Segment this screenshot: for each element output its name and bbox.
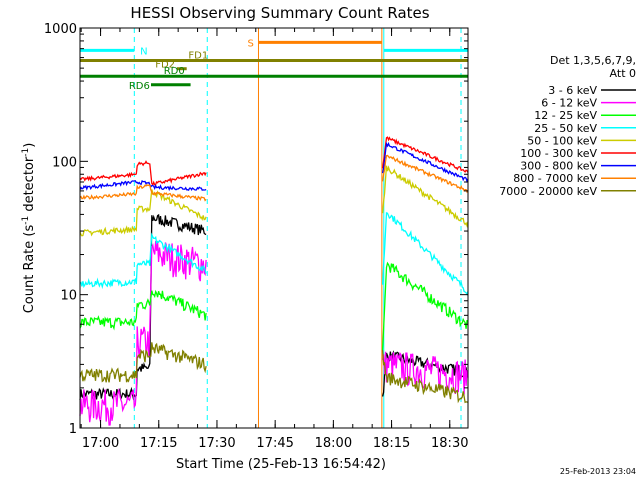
x-tick-label-5: 18:15 [373, 436, 410, 451]
legend-header-line-2: Att 0 [610, 67, 636, 80]
flag-label-fd1: FD1 [188, 51, 208, 62]
series-3-segment-1 [381, 211, 469, 296]
plot-frame [79, 27, 469, 429]
y-tick-label-1: 10 [60, 289, 77, 304]
legend-label-0: 3 - 6 keV [548, 84, 597, 97]
legend-label-3: 25 - 50 keV [534, 122, 597, 135]
series-5-segment-1 [381, 136, 469, 173]
series-8-segment-0 [79, 342, 207, 383]
series-6-segment-1 [381, 141, 469, 183]
x-tick-label-1: 17:15 [140, 436, 177, 451]
y-tick-label-0: 1 [69, 422, 77, 437]
series-7-segment-1 [381, 154, 469, 194]
legend-label-8: 7000 - 20000 keV [499, 185, 597, 198]
legend-label-2: 12 - 25 keV [534, 109, 597, 122]
series-4-segment-1 [381, 165, 469, 229]
series-4-segment-0 [79, 189, 207, 237]
legend-label-5: 100 - 300 keV [520, 147, 597, 160]
series-6-segment-0 [79, 180, 207, 192]
chart-title: HESSI Observing Summary Count Rates [130, 4, 429, 22]
legend-header-line-1: Det 1,3,5,6,7,9, [550, 54, 636, 67]
flag-label-s: S [247, 38, 253, 49]
flag-label-fd2: FD2 [155, 60, 175, 71]
x-tick-label-2: 17:30 [198, 436, 235, 451]
flag-label-rd6: RD6 [129, 81, 150, 92]
y-tick-label-2: 100 [52, 155, 77, 170]
legend-label-7: 800 - 7000 keV [513, 172, 597, 185]
x-tick-label-4: 18:00 [315, 436, 352, 451]
y-axis: 1 10 100 1000 [44, 22, 468, 437]
x-tick-label-6: 18:30 [431, 436, 468, 451]
series-7-segment-0 [79, 184, 207, 202]
legend-label-6: 300 - 800 keV [520, 160, 597, 173]
legend-label-1: 6 - 12 keV [541, 97, 597, 110]
series-2-segment-1 [381, 261, 468, 351]
series-5-segment-0 [79, 160, 207, 187]
series-2-segment-0 [79, 289, 207, 331]
series-8-segment-1 [381, 349, 469, 404]
x-tick-label-3: 17:45 [256, 436, 293, 451]
series-1-segment-0 [79, 241, 207, 426]
y-tick-label-3: 1000 [44, 22, 77, 37]
legend-label-4: 50 - 100 keV [527, 134, 597, 147]
x-axis: 17:00 17:15 17:30 17:45 18:00 18:15 18:30 [80, 28, 468, 451]
series-0-segment-0 [79, 213, 207, 401]
flag-label-rd0: RD0 [164, 66, 185, 77]
timestamp: 25-Feb-2013 23:04 [560, 467, 636, 476]
y-axis-label: Count Rate (s-1 detector-1) [21, 143, 37, 314]
series-3-segment-0 [79, 232, 207, 290]
x-axis-label: Start Time (25-Feb-13 16:54:42) [176, 457, 386, 472]
flag-label-n: N [140, 46, 147, 57]
series-0-segment-1 [381, 350, 469, 397]
x-tick-label-0: 17:00 [82, 436, 119, 451]
